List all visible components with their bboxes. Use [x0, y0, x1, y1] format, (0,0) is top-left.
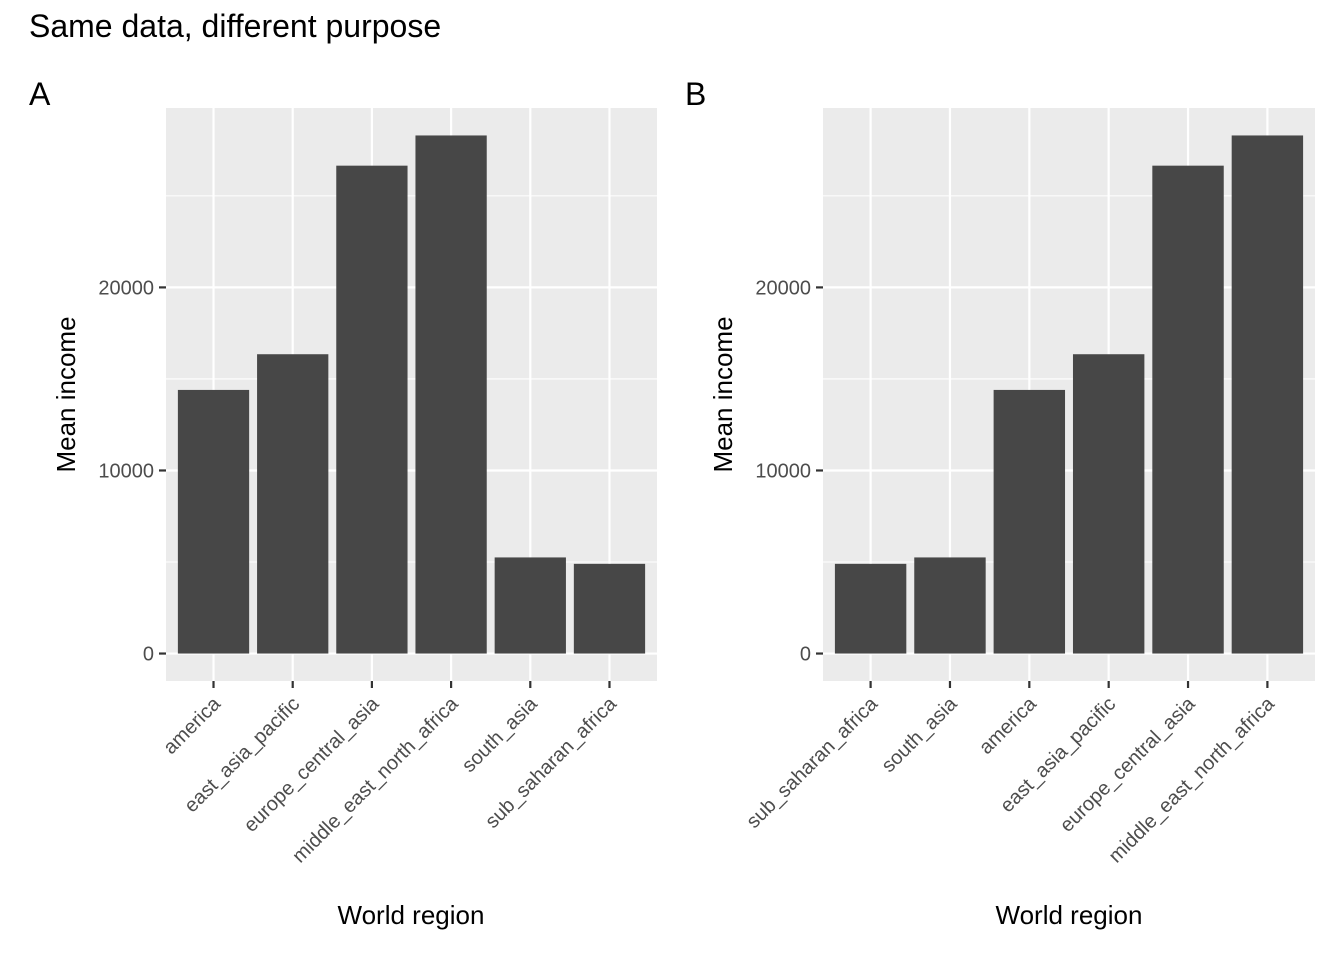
panel-label: A [29, 76, 51, 112]
bar-south_asia [494, 557, 566, 654]
bar-east_asia_pacific [1072, 354, 1145, 654]
y-tick-label: 0 [800, 644, 811, 666]
bar-america [993, 389, 1066, 654]
x-tick-label-middle_east_north_africa: middle_east_north_africa [288, 692, 463, 867]
x-axis-title: World region [338, 900, 485, 930]
x-tick-label-america: america [975, 692, 1041, 758]
bar-middle_east_north_africa [1231, 135, 1304, 654]
bar-sub_saharan_africa [573, 563, 646, 654]
y-tick-label: 0 [143, 644, 154, 666]
x-tick-label-sub_saharan_africa: sub_saharan_africa [481, 692, 621, 832]
bar-america [177, 389, 250, 654]
bar-europe_central_asia [336, 165, 408, 654]
y-axis-title: Mean income [51, 316, 81, 472]
y-tick-label: 20000 [755, 277, 811, 299]
bar-south_asia [914, 557, 986, 654]
x-tick-label-south_asia: south_asia [878, 692, 963, 777]
bar-europe_central_asia [1152, 165, 1224, 654]
panel-label: B [685, 76, 706, 112]
x-tick-label-america: america [159, 692, 225, 758]
bar-east_asia_pacific [257, 354, 329, 654]
figure-title: Same data, different purpose [29, 8, 442, 44]
x-tick-label-europe_central_asia: europe_central_asia [1056, 692, 1200, 836]
y-tick-label: 10000 [755, 460, 811, 482]
y-tick-label: 10000 [98, 460, 154, 482]
bar-middle_east_north_africa [415, 135, 487, 654]
y-axis-title: Mean income [708, 316, 738, 472]
x-axis-title: World region [996, 900, 1143, 930]
bar-sub_saharan_africa [834, 563, 907, 654]
x-tick-label-europe_central_asia: europe_central_asia [240, 692, 384, 836]
panel-a: 01000020000americaeast_asia_pacificeurop… [29, 76, 657, 930]
y-tick-label: 20000 [98, 277, 154, 299]
x-tick-label-sub_saharan_africa: sub_saharan_africa [742, 692, 882, 832]
x-tick-label-south_asia: south_asia [458, 692, 543, 777]
x-tick-label-middle_east_north_africa: middle_east_north_africa [1105, 692, 1280, 867]
